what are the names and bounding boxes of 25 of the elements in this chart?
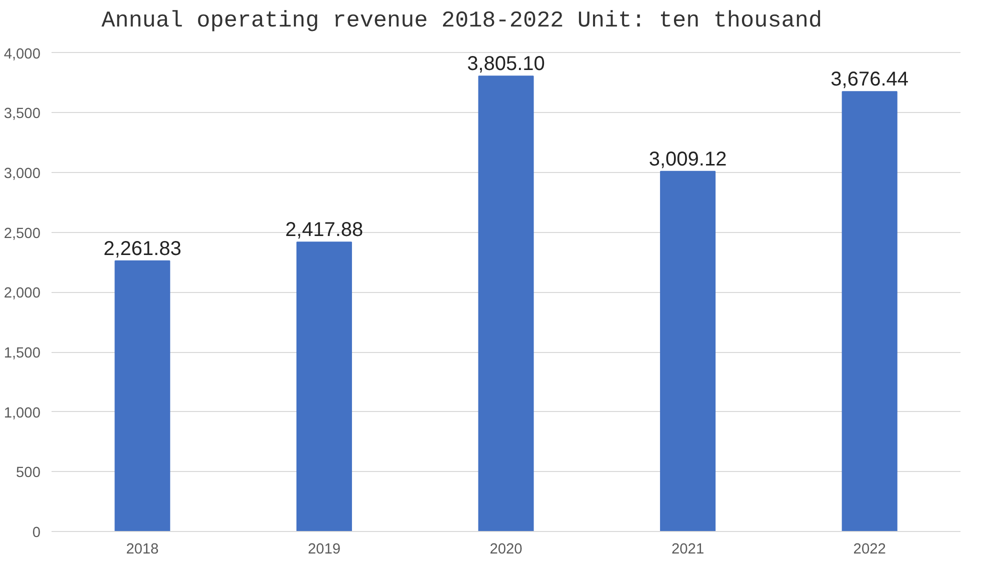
- y-tick-label: 2,000: [4, 286, 41, 302]
- y-tick-label: 3,500: [4, 106, 41, 122]
- y-tick-label: 4,000: [4, 46, 41, 62]
- y-tick-label: 3,000: [4, 166, 41, 182]
- bar: [296, 242, 352, 532]
- x-tick-label: 2022: [853, 542, 886, 558]
- x-tick-label: 2020: [490, 542, 522, 558]
- x-tick-label: 2019: [308, 542, 341, 558]
- y-tick-label: 500: [16, 465, 41, 482]
- chart-title: Annual operating revenue 2018-2022 Unit: ten thousand: [102, 8, 822, 34]
- bar: [842, 91, 898, 532]
- bar: [660, 170, 716, 532]
- bar: [114, 260, 170, 532]
- bar: [478, 76, 534, 532]
- x-tick-label: 2021: [672, 542, 704, 558]
- data-label: 2,417.88: [285, 219, 364, 242]
- y-tick-label: 1,500: [4, 346, 41, 362]
- y-tick-label: 2,500: [4, 226, 41, 242]
- data-label: 3,676.44: [830, 68, 909, 91]
- y-tick-label: 0: [32, 525, 41, 541]
- data-label: 3,805.10: [467, 53, 545, 76]
- data-label: 3,009.12: [648, 148, 727, 170]
- x-tick-label: 2018: [126, 542, 159, 558]
- data-label: 2,261.83: [103, 238, 182, 260]
- y-tick-label: 1,000: [4, 405, 41, 422]
